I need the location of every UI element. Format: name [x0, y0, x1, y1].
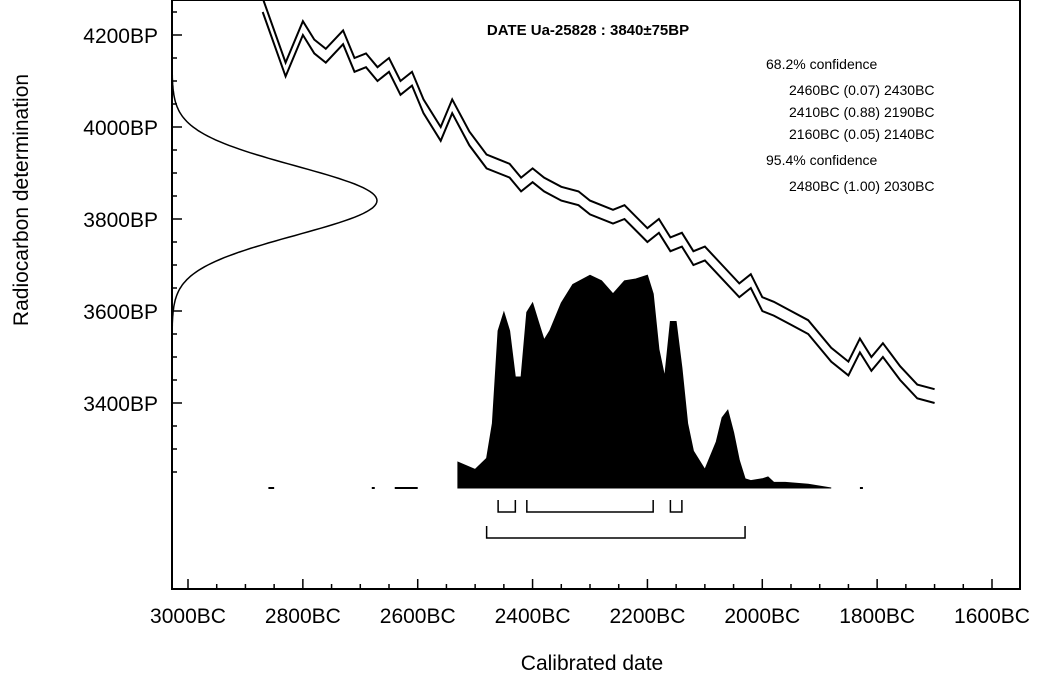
confidence-heading: 95.4% confidence	[766, 152, 878, 168]
range-bracket-95	[485, 526, 746, 539]
confidence-heading: 68.2% confidence	[766, 56, 878, 72]
calibration-curve-upper	[262, 0, 935, 391]
plot-frame	[171, 0, 1021, 590]
y-tick-label: 4000BP	[83, 117, 158, 140]
x-tick-label: 2800BC	[265, 605, 341, 628]
x-tick-label: 2000BC	[724, 605, 800, 628]
x-tick-label: 2400BC	[495, 605, 571, 628]
range-bracket-68	[669, 500, 683, 513]
x-tick-label: 3000BC	[150, 605, 226, 628]
x-axis-title: Calibrated date	[521, 652, 663, 675]
y-tick-label: 3600BP	[83, 301, 158, 324]
probability-distribution	[457, 274, 832, 489]
x-tick-label: 2200BC	[609, 605, 685, 628]
x-tick-label: 1600BC	[954, 605, 1030, 628]
confidence-range-label: 2460BC (0.07) 2430BC	[789, 82, 935, 98]
y-tick-label: 3800BP	[83, 209, 158, 232]
calibration-curve-lower	[261, 11, 935, 404]
measurement-gaussian	[171, 62, 378, 339]
confidence-range-label: 2480BC (1.00) 2030BC	[789, 178, 935, 194]
confidence-range-label: 2410BC (0.88) 2190BC	[789, 104, 935, 120]
x-tick-label: 2600BC	[380, 605, 456, 628]
x-tick-label: 1800BC	[839, 605, 915, 628]
y-tick-label: 3400BP	[83, 393, 158, 416]
y-tick-label: 4200BP	[83, 25, 158, 48]
range-bracket-68	[497, 500, 517, 513]
confidence-range-label: 2160BC (0.05) 2140BC	[789, 126, 935, 142]
chart-title: DATE Ua-25828 : 3840±75BP	[487, 22, 689, 39]
range-bracket-68	[526, 500, 654, 513]
y-axis-title: Radiocarbon determination	[10, 74, 33, 326]
